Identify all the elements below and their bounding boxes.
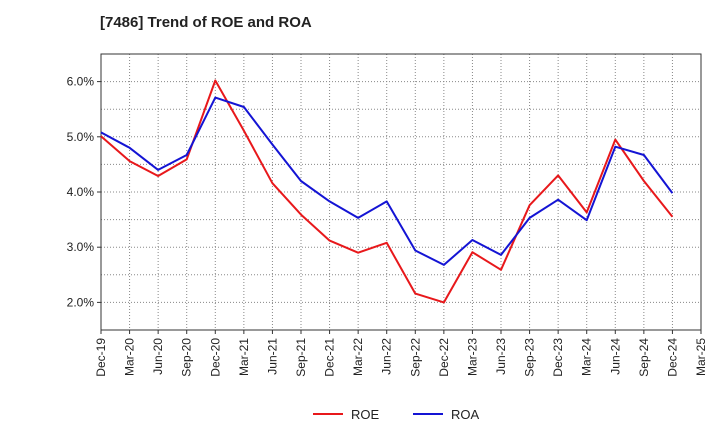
x-tick-label: Dec-23: [551, 338, 565, 377]
x-tick-label: Mar-25: [694, 338, 708, 376]
series-line-roa: [100, 96, 674, 266]
y-tick-label: 4.0%: [67, 185, 95, 199]
x-tick-label: Sep-24: [637, 338, 651, 377]
y-tick-label: 6.0%: [67, 75, 95, 89]
x-tick-label: Jun-24: [608, 338, 622, 375]
x-tick-label: Dec-20: [208, 338, 222, 377]
x-tick-label: Jun-23: [494, 338, 508, 375]
x-tick-label: Dec-21: [323, 338, 337, 377]
x-tick-label: Mar-23: [465, 338, 479, 376]
x-tick-label: Sep-22: [408, 338, 422, 377]
x-tick-label: Sep-20: [180, 338, 194, 377]
x-tick-label: Mar-22: [351, 338, 365, 376]
x-tick-label: Jun-22: [380, 338, 394, 375]
x-tick-label: Dec-22: [437, 338, 451, 377]
x-tick-label: Jun-20: [151, 338, 165, 375]
y-axis: 2.0% 3.0% 4.0% 5.0% 6.0%: [67, 75, 101, 309]
y-tick-label: 3.0%: [67, 240, 95, 254]
x-tick-label: Mar-20: [123, 338, 137, 376]
series: [100, 79, 674, 304]
y-tick-label: 2.0%: [67, 295, 95, 309]
x-tick-label: Dec-19: [94, 338, 108, 377]
legend: ROE ROA: [313, 407, 480, 422]
x-tick-label: Mar-21: [237, 338, 251, 376]
x-tick-label: Dec-24: [665, 338, 679, 377]
legend-label-roa: ROA: [451, 407, 480, 422]
x-axis: Dec-19 Mar-20 Jun-20 Sep-20 Dec-20 Mar-21 Jun-…: [94, 330, 708, 377]
y-tick-label: 5.0%: [67, 130, 95, 144]
legend-label-roe: ROE: [351, 407, 380, 422]
x-tick-label: Sep-21: [294, 338, 308, 377]
x-tick-label: Jun-21: [265, 338, 279, 375]
series-line-roe: [100, 79, 674, 304]
chart-title: [7486] Trend of ROE and ROA: [100, 14, 312, 31]
grid: [101, 54, 701, 330]
x-tick-label: Mar-24: [580, 338, 594, 376]
x-tick-label: Sep-23: [523, 338, 537, 377]
